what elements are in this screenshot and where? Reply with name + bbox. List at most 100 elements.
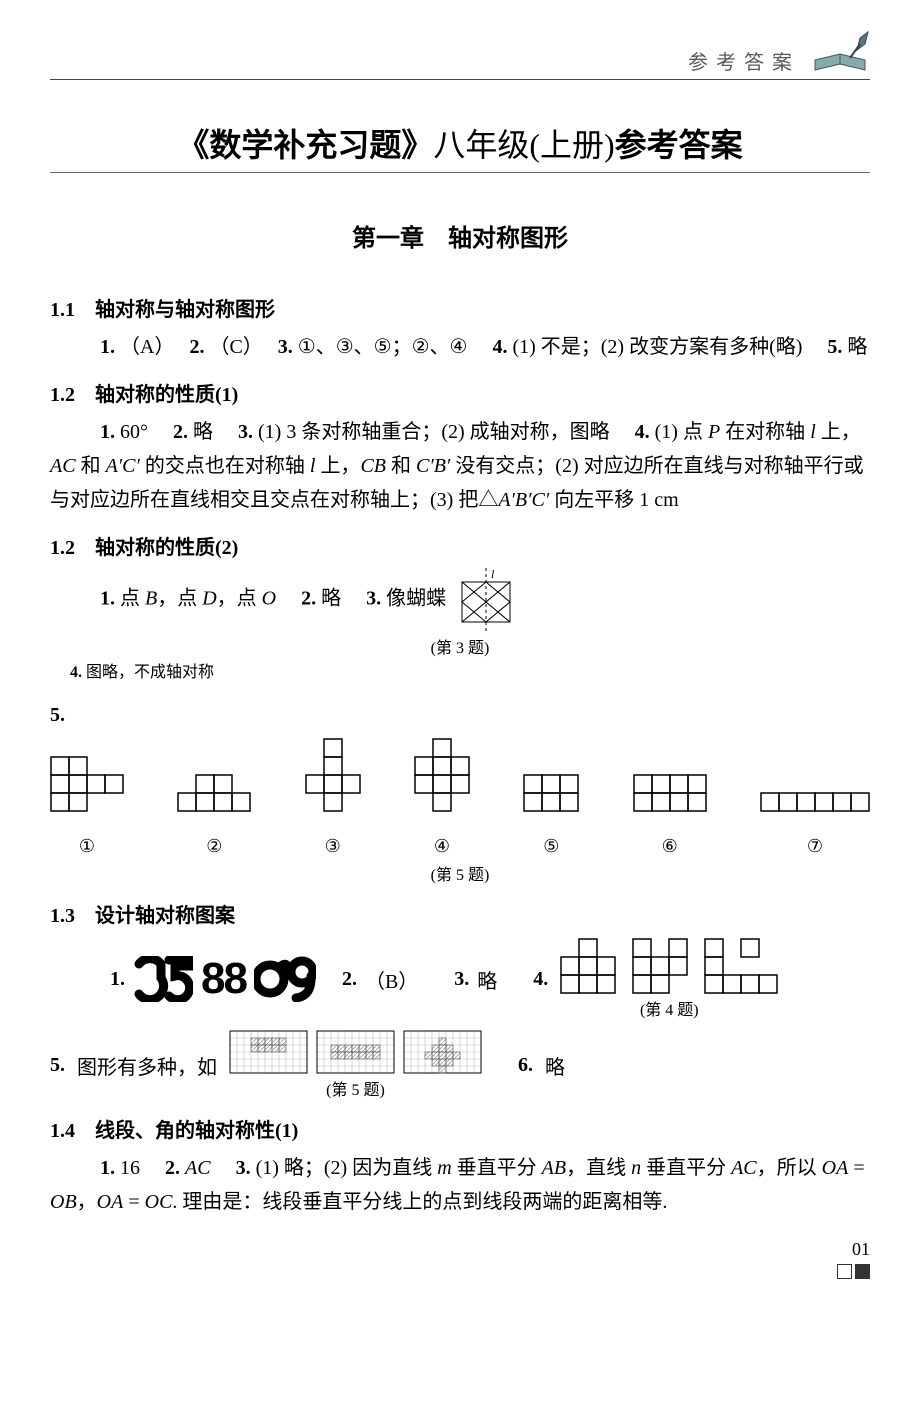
q5-grid bbox=[316, 1030, 395, 1074]
q-number: 1. bbox=[100, 421, 115, 443]
title-rule bbox=[50, 172, 870, 173]
q5-label-row: 5. bbox=[50, 698, 870, 732]
q-number: 6. bbox=[518, 1054, 533, 1077]
circled-label: ① bbox=[50, 836, 124, 857]
q-number: 5. bbox=[827, 336, 842, 358]
q-number: 4. bbox=[492, 336, 507, 358]
answer-text: 略 bbox=[477, 965, 497, 994]
answer-text: 图形有多种，如 bbox=[77, 1051, 217, 1080]
section-1-2a-body: 1. 60° 2. 略 3. (1) 3 条对称轴重合；(2) 成轴对称，图略 … bbox=[50, 415, 870, 517]
square-filled-icon bbox=[855, 1264, 870, 1279]
circled-label: ⑥ bbox=[633, 836, 707, 857]
q-number: 1. bbox=[110, 968, 125, 991]
q1-digit-art: 88 bbox=[201, 954, 246, 1004]
q-number: 3. bbox=[366, 588, 381, 610]
q5-shapes-row: ① ② ③ ④ ⑤ ⑥ ⑦ bbox=[50, 738, 870, 857]
q5-caption: (第 5 题) bbox=[50, 861, 870, 885]
answer-text: ①、③、⑤；②、④ bbox=[298, 336, 468, 358]
q5-shape: ⑦ bbox=[760, 792, 870, 857]
q1-digit-art bbox=[133, 956, 193, 1002]
page: 参考答案 《数学补充习题》八年级(上册)参考答案 第一章 轴对称图形 1.1 轴… bbox=[0, 0, 920, 1310]
q-number: 4. bbox=[533, 968, 548, 991]
q-number: 5. bbox=[50, 1054, 65, 1077]
q-number: 1. bbox=[100, 588, 115, 610]
circled-label: ③ bbox=[305, 836, 361, 857]
q4-shape bbox=[704, 938, 778, 994]
page-marks bbox=[50, 1262, 870, 1280]
section-1-3-line1: 1. 88 2. （B） 3. 略 4. bbox=[110, 938, 870, 1020]
section-1-1-head: 1.1 轴对称与轴对称图形 bbox=[50, 293, 870, 322]
answer-text: 点 B，点 D，点 O bbox=[120, 588, 276, 610]
title-left: 《数学补充习题》 bbox=[177, 127, 433, 163]
butterfly-icon: l bbox=[451, 568, 521, 632]
q3-figure: l bbox=[451, 568, 521, 632]
q4-figure-group: (第 4 题) bbox=[560, 938, 778, 1020]
answer-text: (1) 3 条对称轴重合；(2) 成轴对称，图略 bbox=[258, 421, 610, 443]
q1-digit-art bbox=[254, 956, 316, 1002]
figure-caption: (第 5 题) bbox=[326, 1076, 385, 1100]
section-1-2b-line1: 1. 点 B，点 D，点 O 2. 略 3. 像蝴蝶 l bbox=[50, 568, 870, 632]
answer-text: 像蝴蝶 bbox=[386, 588, 446, 610]
page-number: 01 bbox=[50, 1239, 870, 1260]
title-right: 参考答案 bbox=[615, 127, 743, 163]
axis-label: l bbox=[491, 568, 495, 581]
title-mid: 八年级(上册) bbox=[433, 127, 614, 163]
q5-shape: ③ bbox=[305, 738, 361, 857]
q4-shape bbox=[560, 938, 616, 994]
section-1-2a-head: 1.2 轴对称的性质(1) bbox=[50, 378, 870, 407]
section-1-3-head: 1.3 设计轴对称图案 bbox=[50, 899, 870, 928]
answer-text: 60° bbox=[120, 421, 148, 443]
answer-text: 16 bbox=[120, 1157, 140, 1179]
answer-text: AC bbox=[185, 1157, 211, 1179]
q-number: 2. bbox=[165, 1157, 180, 1179]
q5-grid-group: (第 5 题) bbox=[229, 1030, 482, 1100]
q-number: 5. bbox=[50, 704, 65, 726]
q5-grid bbox=[403, 1030, 482, 1074]
section-1-2b-head: 1.2 轴对称的性质(2) bbox=[50, 531, 870, 560]
answer-text: （B） bbox=[365, 965, 418, 994]
circled-label: ⑤ bbox=[523, 836, 579, 857]
q-number: 2. bbox=[301, 588, 316, 610]
section-1-4-head: 1.4 线段、角的轴对称性(1) bbox=[50, 1114, 870, 1143]
answer-text: 图略，不成轴对称 bbox=[86, 664, 214, 681]
book-icon bbox=[810, 30, 870, 75]
answer-text: (1) 不是；(2) 改变方案有多种(略) bbox=[512, 336, 802, 358]
q-number: 3. bbox=[236, 1157, 251, 1179]
q4-shape bbox=[632, 938, 688, 994]
header-label: 参考答案 bbox=[688, 46, 800, 75]
answer-text: 略 bbox=[321, 588, 341, 610]
q-number: 4. bbox=[635, 421, 650, 443]
section-1-3-line2: 5. 图形有多种，如 (第 5 题) 6. 略 bbox=[50, 1030, 870, 1100]
circled-label: ⑦ bbox=[760, 836, 870, 857]
q5-shape: ⑥ bbox=[633, 774, 707, 857]
q5-shape: ① bbox=[50, 756, 124, 857]
circled-label: ④ bbox=[414, 836, 470, 857]
q5-shape: ⑤ bbox=[523, 774, 579, 857]
answer-text: （A） bbox=[120, 336, 164, 358]
document-title: 《数学补充习题》八年级(上册)参考答案 bbox=[50, 120, 870, 166]
q5-grid bbox=[229, 1030, 308, 1074]
header-rule bbox=[50, 79, 870, 80]
square-open-icon bbox=[837, 1264, 852, 1279]
q-number: 3. bbox=[454, 968, 469, 991]
q5-shape: ② bbox=[177, 774, 251, 857]
answer-text: 略 bbox=[847, 336, 867, 358]
figure-caption: (第 3 题) bbox=[50, 634, 870, 658]
q-number: 1. bbox=[100, 336, 115, 358]
q-number: 2. bbox=[189, 336, 204, 358]
answer-text: (1) 点 bbox=[655, 421, 708, 443]
answer-text: （C） bbox=[209, 336, 252, 358]
answer-text: 略 bbox=[193, 421, 213, 443]
q-number: 2. bbox=[173, 421, 188, 443]
chapter-heading: 第一章 轴对称图形 bbox=[50, 218, 870, 253]
q-number: 3. bbox=[238, 421, 253, 443]
q-number: 2. bbox=[342, 968, 357, 991]
q-number: 3. bbox=[278, 336, 293, 358]
page-header: 参考答案 bbox=[50, 30, 870, 75]
q5-shape: ④ bbox=[414, 738, 470, 857]
section-1-4-body: 1. 16 2. AC 3. (1) 略；(2) 因为直线 m 垂直平分 AB，… bbox=[50, 1151, 870, 1219]
figure-caption: (第 4 题) bbox=[640, 996, 699, 1020]
q-number: 4. bbox=[70, 664, 82, 681]
q-number: 1. bbox=[100, 1157, 115, 1179]
circled-label: ② bbox=[177, 836, 251, 857]
